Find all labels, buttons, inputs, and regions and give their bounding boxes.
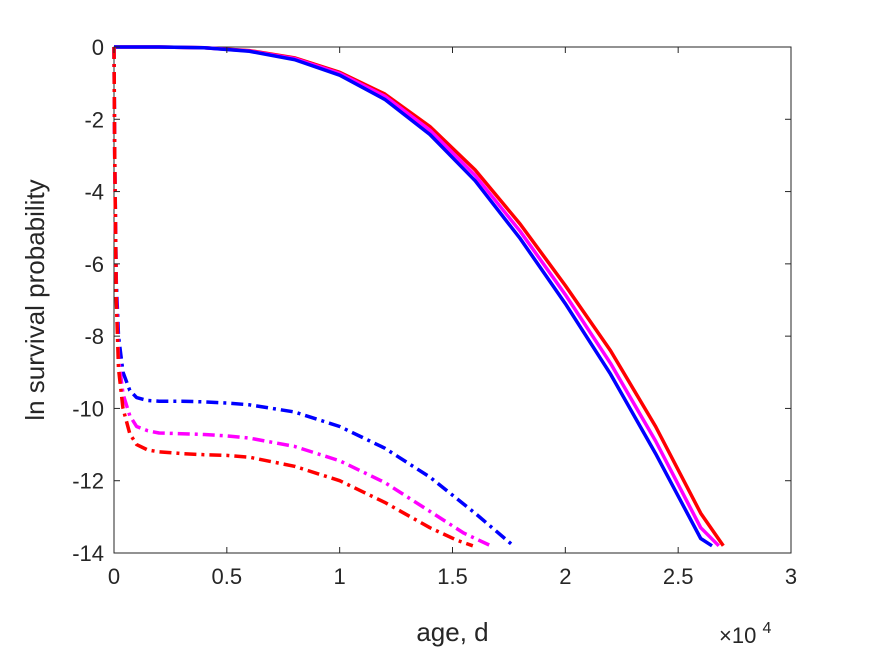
x-tick-label: 0	[108, 564, 120, 589]
y-tick-label: -12	[72, 469, 104, 494]
plot-area-frame	[113, 46, 792, 554]
x-tick-label: 3	[785, 564, 797, 589]
series-line-6	[112, 46, 474, 548]
y-tick-label: 0	[92, 35, 104, 60]
y-tick-label: -10	[72, 396, 104, 421]
x-axis-ticks: 0 0.5 1 1.5 2 2.5 3	[108, 47, 797, 589]
y-tick-label: -14	[72, 541, 104, 566]
y-tick-label: -4	[84, 180, 104, 205]
x-tick-label: 0.5	[212, 564, 243, 589]
x-axis-exponent: ×10 4	[719, 620, 771, 648]
x-axis-exponent-power: 4	[762, 620, 771, 637]
series-line-5	[112, 46, 492, 548]
y-axis-label: ln survival probability	[20, 179, 50, 420]
y-tick-label: -6	[84, 252, 104, 277]
y-tick-label: -2	[84, 107, 104, 132]
series-layer	[112, 45, 725, 548]
series-line-4	[112, 46, 515, 548]
x-tick-label: 1.5	[437, 564, 468, 589]
x-tick-label: 2.5	[663, 564, 694, 589]
series-line-3	[114, 45, 713, 548]
y-tick-label: -8	[84, 324, 104, 349]
x-tick-label: 1	[334, 564, 346, 589]
x-tick-label: 2	[559, 564, 571, 589]
y-axis-ticks: 0 -2 -4 -6 -8 -10 -12 -14	[72, 35, 791, 566]
x-axis-label: age, d	[416, 617, 488, 647]
x-axis-exponent-base: ×10	[719, 623, 756, 648]
